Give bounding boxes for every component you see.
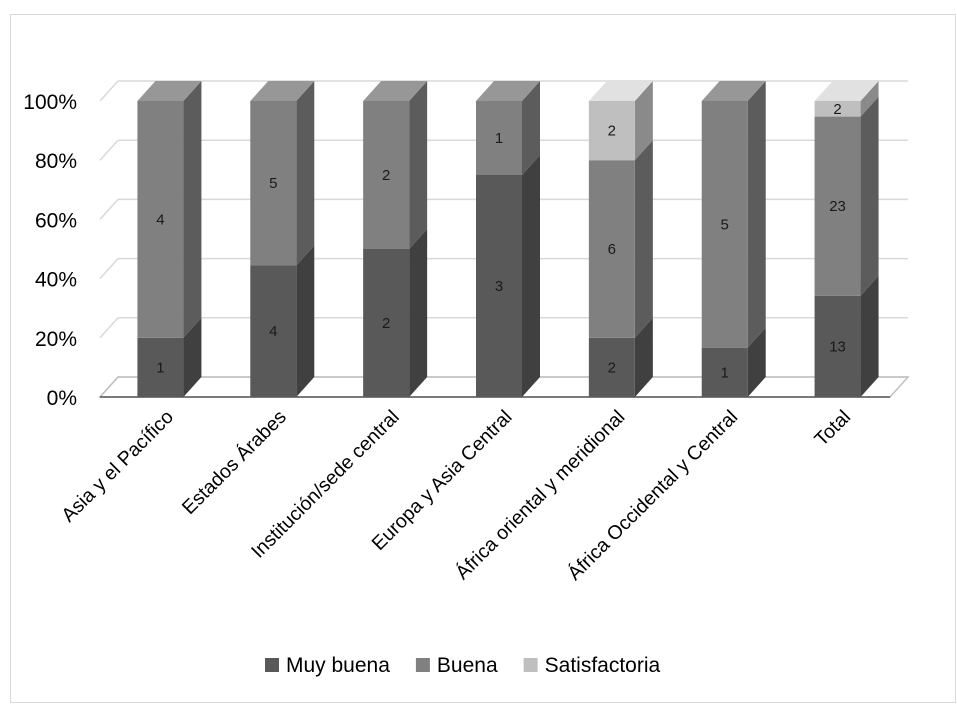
bar-side xyxy=(183,81,202,338)
y-tick-label: 0% xyxy=(47,387,77,410)
data-label: 4 xyxy=(269,323,277,340)
bar-side xyxy=(522,155,540,397)
y-tick-label: 20% xyxy=(35,328,77,351)
bar-side xyxy=(296,81,315,266)
bar-segment xyxy=(137,337,184,397)
data-label: 23 xyxy=(829,198,846,215)
legend-label: Muy buena xyxy=(286,654,390,677)
grid-depth-line xyxy=(99,198,119,220)
y-tick-label: 40% xyxy=(35,269,77,292)
y-tick-label: 80% xyxy=(35,150,77,173)
data-label: 1 xyxy=(721,364,729,381)
bar-side xyxy=(522,81,540,175)
grid-depth-line xyxy=(99,80,119,102)
bar-side xyxy=(409,81,428,249)
bar-side xyxy=(634,81,653,161)
bar-top xyxy=(363,81,428,101)
data-label: 3 xyxy=(495,278,503,295)
bar-segment xyxy=(814,116,861,296)
bar-segment xyxy=(814,101,861,117)
x-category-label: Estados Árabes xyxy=(177,405,291,519)
data-label: 2 xyxy=(382,315,390,332)
data-label: 2 xyxy=(608,359,616,376)
bar-segment xyxy=(701,101,748,348)
y-tick-label: 100% xyxy=(23,91,77,114)
data-label: 6 xyxy=(608,241,616,258)
bar-side xyxy=(747,81,766,348)
legend-swatch xyxy=(265,658,279,672)
data-label: 2 xyxy=(608,123,616,140)
bar-segment xyxy=(137,101,184,338)
bar-top xyxy=(701,81,766,101)
bar-segment xyxy=(588,101,635,161)
data-label: 1 xyxy=(495,130,503,147)
bar-segment xyxy=(476,175,522,397)
legend-swatch xyxy=(523,658,538,672)
bar-side xyxy=(183,317,202,397)
data-label: 1 xyxy=(156,359,164,376)
bar-segment xyxy=(250,101,297,266)
data-label: 4 xyxy=(156,211,164,228)
bar-segment xyxy=(363,101,410,249)
bar-segment xyxy=(588,160,635,338)
legend-label: Satisfactoria xyxy=(545,654,661,677)
data-label: 2 xyxy=(382,167,390,184)
grid-depth-line xyxy=(99,258,119,280)
legend-swatch xyxy=(415,658,430,672)
bar-segment xyxy=(588,337,635,397)
data-label: 5 xyxy=(269,175,277,192)
bar-top xyxy=(137,81,202,101)
bar-top xyxy=(250,81,315,101)
y-tick-label: 60% xyxy=(35,209,77,232)
grid-depth-line xyxy=(99,139,119,161)
x-category-label: Total xyxy=(810,406,855,451)
data-label: 13 xyxy=(829,338,846,355)
bar-segment xyxy=(363,249,410,397)
bar-top xyxy=(588,81,653,101)
bar-segment xyxy=(701,347,748,397)
bar-side xyxy=(860,81,879,117)
bar-side xyxy=(296,245,315,397)
bar-top xyxy=(814,81,879,101)
grid-depth-line xyxy=(99,317,119,339)
bar-segment xyxy=(814,295,861,397)
legend-label: Buena xyxy=(437,654,498,677)
bar-segment xyxy=(250,265,297,397)
bar-side xyxy=(634,140,653,338)
x-category-label: Asia y el Pacífico xyxy=(57,406,178,527)
bar-side xyxy=(409,229,428,397)
data-label: 5 xyxy=(721,216,729,233)
data-label: 2 xyxy=(833,101,841,118)
bar-side xyxy=(634,317,653,397)
bar-side xyxy=(860,96,879,296)
bar-side xyxy=(860,275,879,397)
bar-segment xyxy=(476,101,522,175)
bar-side xyxy=(747,327,766,397)
bar-top xyxy=(476,81,540,101)
